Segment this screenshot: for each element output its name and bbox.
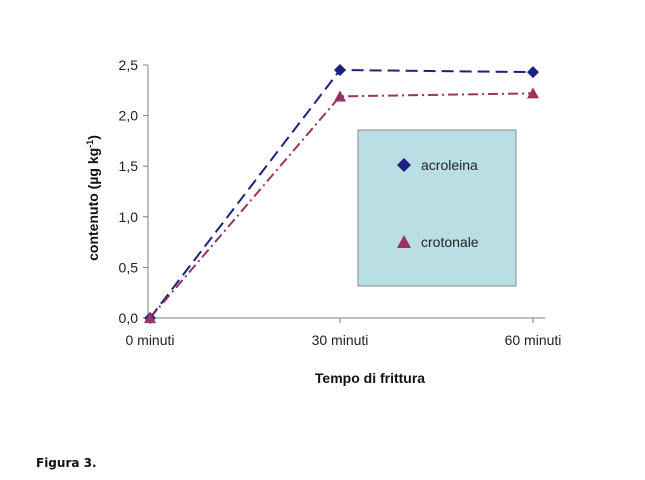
- data-point-acroleina: [527, 66, 539, 79]
- legend: [357, 129, 517, 287]
- y-axis-title-exponent: -1: [85, 140, 95, 148]
- data-point-acroleina: [334, 64, 346, 77]
- figure-caption: Figura 3.: [36, 456, 97, 470]
- x-tick-label: 30 minuti: [312, 332, 369, 348]
- series-layer: [144, 64, 539, 324]
- y-axis-ticks: 0,0 0,5 1,0 1,5 2,0 2,5: [119, 57, 148, 326]
- legend-marker-acroleina: [397, 158, 411, 172]
- legend-marker-crotonale: [397, 235, 411, 248]
- y-tick-label: 0,0: [119, 310, 139, 326]
- x-axis-title: Tempo di frittura: [315, 370, 425, 386]
- y-tick-label: 1,5: [119, 158, 139, 174]
- y-tick-label: 0,5: [119, 259, 139, 275]
- x-tick-label: 0 minuti: [125, 332, 174, 348]
- legend-label-crotonale: crotonale: [421, 234, 479, 250]
- data-point-crotonale: [527, 87, 539, 99]
- y-tick-label: 2,0: [119, 108, 139, 124]
- legend-label-acroleina: acroleina: [421, 157, 478, 173]
- series-line-crotonale: [149, 92, 534, 319]
- y-axis-title-close: ): [85, 135, 101, 140]
- y-tick-label: 1,0: [119, 209, 139, 225]
- y-axis-title: contenuto (µg kg-1): [85, 135, 101, 261]
- y-tick-label: 2,5: [119, 57, 139, 73]
- chart: 0,0 0,5 1,0 1,5 2,0 2,5 0 minuti 30 minuti 60 m…: [85, 57, 561, 386]
- x-tick-label: 60 minuti: [505, 332, 562, 348]
- y-axis-title-main: contenuto (µg kg: [85, 148, 101, 261]
- data-point-crotonale: [144, 312, 156, 324]
- data-point-crotonale: [334, 90, 346, 102]
- x-axis-ticks: 0 minuti 30 minuti 60 minuti: [125, 318, 561, 348]
